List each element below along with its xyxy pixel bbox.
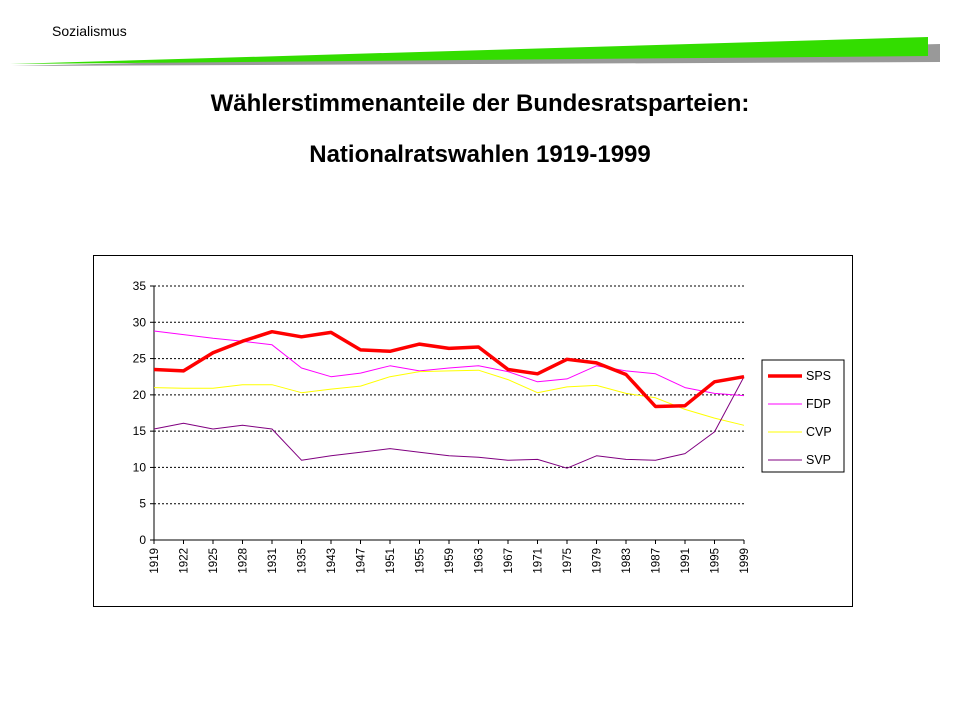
legend-label-svp: SVP: [806, 453, 831, 467]
series-line-svp: [153, 376, 745, 469]
y-tick-label: 35: [133, 279, 147, 293]
x-tick-label: 1967: [503, 548, 515, 574]
series-line-fdp: [153, 330, 745, 397]
x-tick-label: 1943: [326, 548, 338, 574]
y-tick-label: 30: [133, 315, 147, 329]
x-tick-label: 1922: [179, 548, 191, 574]
x-tick-label: 1947: [356, 548, 368, 574]
y-tick-label: 15: [133, 424, 147, 438]
header-accent-bar: [10, 37, 940, 66]
x-tick-label: 1991: [680, 548, 692, 574]
page-title-line-1: Wählerstimmenanteile der Bundesratsparte…: [210, 90, 750, 117]
x-tick-label: 1931: [267, 548, 279, 574]
series-line-cvp: [153, 369, 745, 426]
x-tick-label: 1951: [385, 548, 397, 574]
x-tick-label: 1971: [533, 548, 545, 574]
x-tick-label: 1999: [739, 548, 751, 574]
header-bar-green: [10, 37, 928, 64]
x-tick-label: 1995: [710, 548, 722, 574]
x-tick-label: 1919: [149, 548, 161, 574]
x-tick-label: 1935: [297, 548, 309, 574]
series-line-sps: [153, 329, 745, 409]
legend-label-sps: SPS: [806, 369, 831, 383]
x-tick-label: 1983: [621, 548, 633, 574]
x-tick-label: 1963: [474, 548, 486, 574]
x-tick-label: 1987: [651, 548, 663, 574]
y-tick-label: 0: [139, 533, 146, 547]
y-tick-label: 5: [139, 497, 146, 511]
x-tick-label: 1979: [592, 548, 604, 574]
y-tick-label: 25: [133, 352, 147, 366]
x-tick-label: 1925: [208, 548, 220, 574]
line-chart: 0 5 10 15 20 25 30 35 1919 1922 1925 1928 1931 1935 19…: [133, 279, 845, 574]
x-tick-label: 1928: [238, 548, 250, 574]
x-tick-label: 1975: [562, 548, 574, 574]
y-tick-label: 20: [133, 388, 147, 402]
y-tick-label: 10: [133, 460, 147, 474]
legend-box: [761, 359, 845, 473]
x-tick-label: 1955: [415, 548, 427, 574]
legend-label-fdp: FDP: [806, 397, 831, 411]
x-tick-label: 1959: [444, 548, 456, 574]
legend-label-cvp: CVP: [806, 425, 832, 439]
chart-frame: 0 5 10 15 20 25 30 35 1919 1922 1925 1928 1931 1935 19…: [93, 255, 853, 607]
page-title-line-2: Nationalratswahlen 1919-1999: [309, 141, 651, 168]
header-label: Sozialismus: [52, 23, 127, 39]
